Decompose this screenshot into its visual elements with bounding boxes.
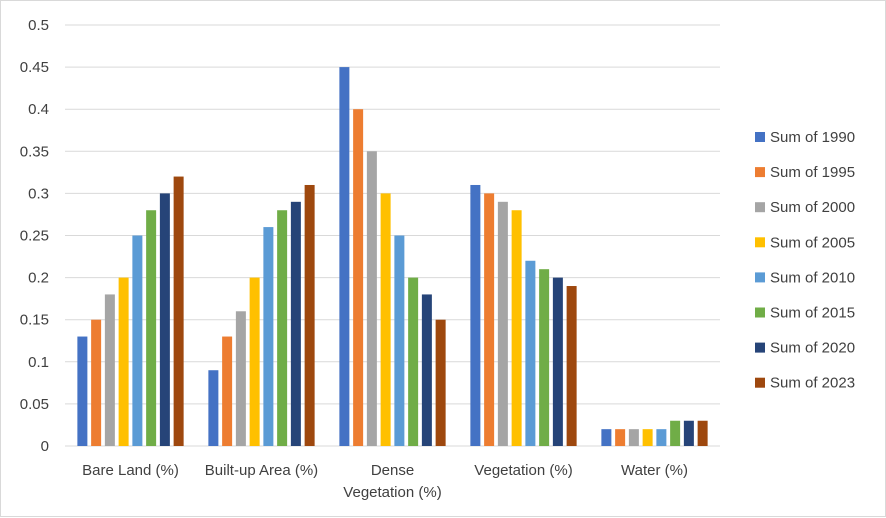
bar: [497, 201, 508, 446]
bar: [146, 210, 157, 446]
y-tick-label: 0.1: [28, 354, 49, 371]
bar: [104, 294, 115, 446]
legend-swatch: [755, 342, 765, 353]
bar: [628, 429, 639, 446]
bar: [670, 420, 681, 446]
y-tick-label: 0.4: [28, 101, 49, 118]
bar: [77, 336, 88, 446]
bar: [697, 420, 708, 446]
x-tick-label: Vegetation (%): [343, 484, 441, 501]
bar: [380, 193, 391, 446]
bar: [642, 429, 653, 446]
bar: [435, 319, 446, 446]
bar: [208, 370, 219, 446]
legend-label: Sum of 2023: [770, 375, 855, 392]
bar: [525, 260, 536, 446]
bar: [339, 67, 350, 446]
y-tick-label: 0: [41, 438, 49, 455]
bar: [366, 151, 377, 447]
legend-label: Sum of 2020: [770, 340, 855, 357]
bar: [566, 286, 577, 446]
bar: [421, 294, 432, 446]
bar: [511, 210, 522, 446]
legend-label: Sum of 1995: [770, 164, 855, 181]
bar: [290, 201, 301, 446]
bar: [394, 235, 405, 446]
x-tick-label: Built-up Area (%): [205, 462, 318, 479]
bar: [539, 269, 550, 446]
y-tick-label: 0.15: [20, 312, 49, 329]
bar: [277, 210, 288, 446]
bar: [601, 429, 612, 446]
bar: [173, 176, 184, 446]
bar: [159, 193, 170, 446]
y-tick-label: 0.25: [20, 228, 49, 245]
bar: [222, 336, 233, 446]
x-tick-label: Vegetation (%): [474, 462, 572, 479]
bar: [683, 420, 694, 446]
legend-label: Sum of 2000: [770, 199, 855, 216]
legend-label: Sum of 2015: [770, 305, 855, 322]
y-tick-label: 0.2: [28, 270, 49, 287]
legend-swatch: [755, 307, 765, 318]
legend-swatch: [755, 202, 765, 213]
bar: [408, 277, 419, 446]
legend-swatch: [755, 237, 765, 248]
bar: [235, 311, 246, 446]
bar: [263, 227, 274, 446]
x-tick-label: Bare Land (%): [82, 462, 179, 479]
bar: [118, 277, 129, 446]
bar: [353, 109, 364, 446]
bar: [470, 184, 481, 447]
x-tick-label: Dense: [371, 462, 414, 479]
bar: [615, 429, 626, 446]
legend-label: Sum of 1990: [770, 129, 855, 146]
bar: [656, 429, 667, 446]
y-tick-label: 0.35: [20, 143, 49, 160]
x-tick-label: Water (%): [621, 462, 688, 479]
bar: [304, 184, 315, 447]
bar: [484, 193, 495, 446]
y-tick-label: 0.5: [28, 17, 49, 34]
legend-swatch: [755, 132, 765, 142]
y-tick-label: 0.3: [28, 185, 49, 202]
bar: [91, 319, 102, 446]
legend-swatch: [755, 377, 765, 388]
y-tick-label: 0.45: [20, 59, 49, 76]
legend-label: Sum of 2010: [770, 269, 855, 286]
bar: [552, 277, 563, 446]
y-tick-label: 0.05: [20, 396, 49, 413]
legend-swatch: [755, 272, 765, 283]
bar: [132, 235, 143, 446]
bar: [249, 277, 260, 446]
legend-label: Sum of 2005: [770, 234, 855, 251]
legend-swatch: [755, 167, 765, 178]
